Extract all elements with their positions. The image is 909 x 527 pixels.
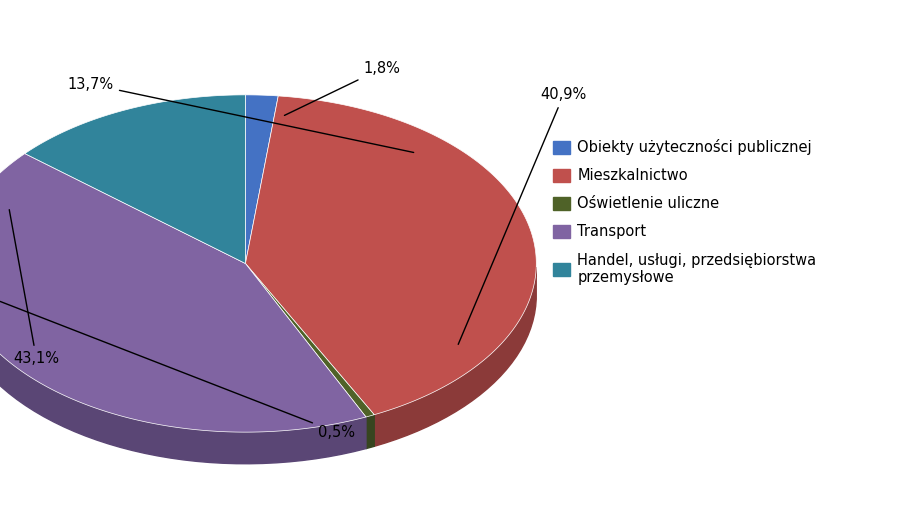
Text: 13,7%: 13,7% (68, 77, 414, 152)
Polygon shape (0, 153, 366, 432)
Polygon shape (245, 96, 536, 415)
Polygon shape (245, 95, 278, 264)
Text: 43,1%: 43,1% (9, 210, 59, 366)
Text: 1,8%: 1,8% (285, 61, 400, 115)
Polygon shape (245, 264, 375, 417)
Text: 40,9%: 40,9% (458, 87, 586, 344)
Polygon shape (25, 95, 245, 264)
Polygon shape (0, 268, 366, 464)
Polygon shape (366, 415, 375, 448)
Text: 0,5%: 0,5% (0, 301, 355, 440)
Polygon shape (375, 267, 536, 446)
Legend: Obiekty użyteczności publicznej, Mieszkalnictwo, Oświetlenie uliczne, Transport,: Obiekty użyteczności publicznej, Mieszka… (553, 139, 816, 285)
